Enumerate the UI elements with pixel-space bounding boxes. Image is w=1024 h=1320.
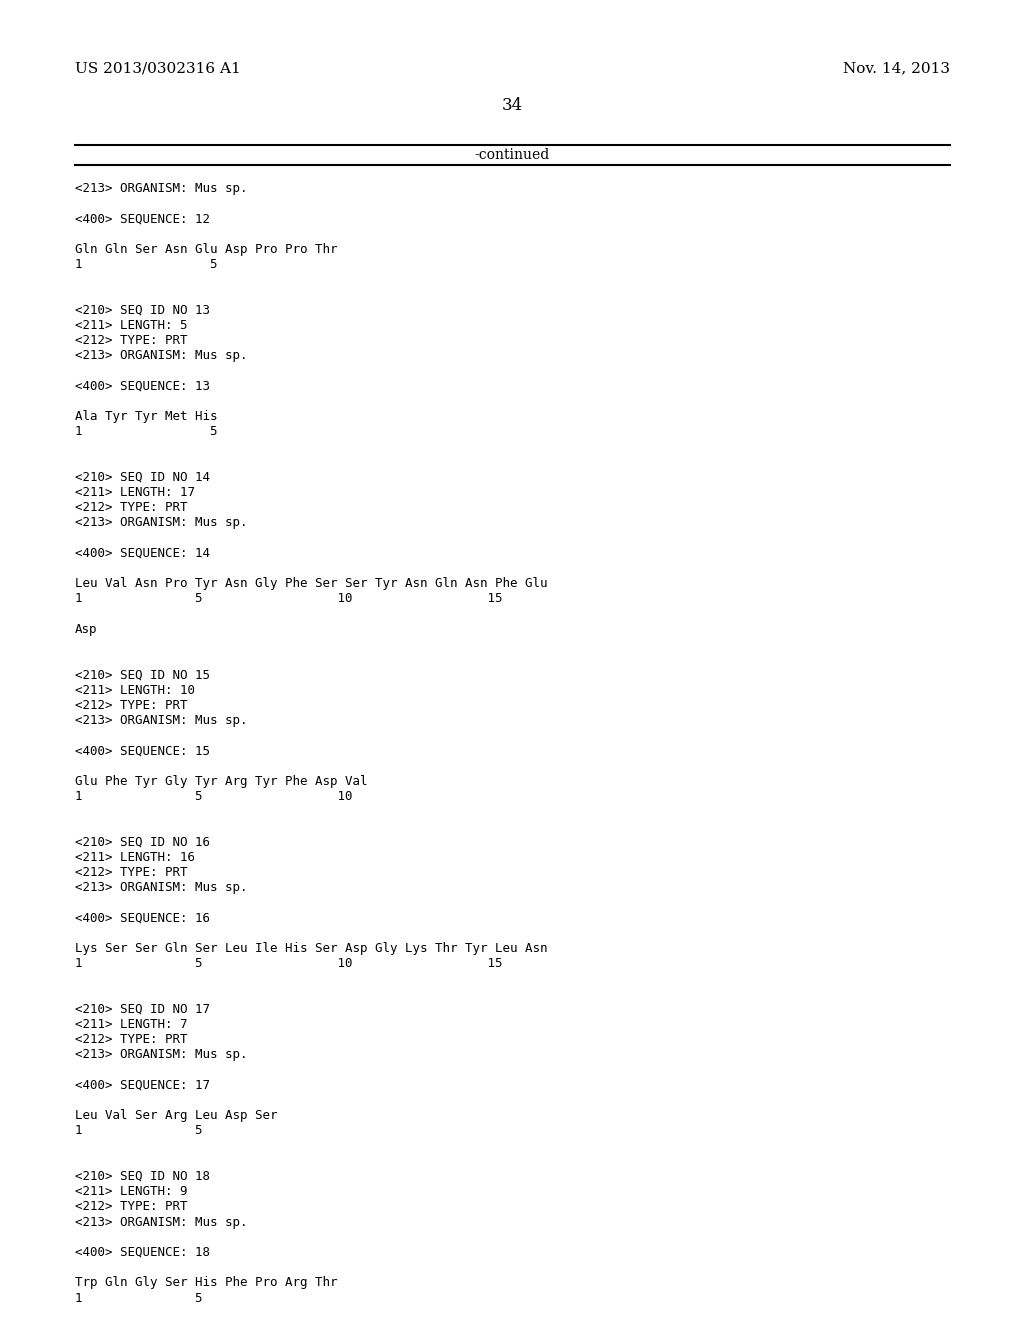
Text: <213> ORGANISM: Mus sp.: <213> ORGANISM: Mus sp. xyxy=(75,1216,248,1229)
Text: 1               5: 1 5 xyxy=(75,1291,203,1304)
Text: <212> TYPE: PRT: <212> TYPE: PRT xyxy=(75,334,187,347)
Text: 1               5: 1 5 xyxy=(75,1125,203,1138)
Text: <211> LENGTH: 10: <211> LENGTH: 10 xyxy=(75,684,195,697)
Text: -continued: -continued xyxy=(474,148,550,162)
Text: <211> LENGTH: 7: <211> LENGTH: 7 xyxy=(75,1018,187,1031)
Text: <210> SEQ ID NO 14: <210> SEQ ID NO 14 xyxy=(75,471,210,484)
Text: <211> LENGTH: 16: <211> LENGTH: 16 xyxy=(75,851,195,863)
Text: <210> SEQ ID NO 13: <210> SEQ ID NO 13 xyxy=(75,304,210,317)
Text: 1                 5: 1 5 xyxy=(75,425,217,438)
Text: <211> LENGTH: 9: <211> LENGTH: 9 xyxy=(75,1185,187,1199)
Text: <212> TYPE: PRT: <212> TYPE: PRT xyxy=(75,1200,187,1213)
Text: <213> ORGANISM: Mus sp.: <213> ORGANISM: Mus sp. xyxy=(75,1048,248,1061)
Text: 1               5                  10: 1 5 10 xyxy=(75,789,352,803)
Text: <400> SEQUENCE: 16: <400> SEQUENCE: 16 xyxy=(75,912,210,924)
Text: US 2013/0302316 A1: US 2013/0302316 A1 xyxy=(75,61,241,75)
Text: <212> TYPE: PRT: <212> TYPE: PRT xyxy=(75,1034,187,1047)
Text: <400> SEQUENCE: 12: <400> SEQUENCE: 12 xyxy=(75,213,210,226)
Text: 1               5                  10                  15: 1 5 10 15 xyxy=(75,593,503,606)
Text: Leu Val Ser Arg Leu Asp Ser: Leu Val Ser Arg Leu Asp Ser xyxy=(75,1109,278,1122)
Text: <213> ORGANISM: Mus sp.: <213> ORGANISM: Mus sp. xyxy=(75,882,248,894)
Text: <400> SEQUENCE: 17: <400> SEQUENCE: 17 xyxy=(75,1078,210,1092)
Text: Glu Phe Tyr Gly Tyr Arg Tyr Phe Asp Val: Glu Phe Tyr Gly Tyr Arg Tyr Phe Asp Val xyxy=(75,775,368,788)
Text: <212> TYPE: PRT: <212> TYPE: PRT xyxy=(75,866,187,879)
Text: <400> SEQUENCE: 13: <400> SEQUENCE: 13 xyxy=(75,380,210,392)
Text: <211> LENGTH: 17: <211> LENGTH: 17 xyxy=(75,486,195,499)
Text: <212> TYPE: PRT: <212> TYPE: PRT xyxy=(75,502,187,515)
Text: <210> SEQ ID NO 16: <210> SEQ ID NO 16 xyxy=(75,836,210,849)
Text: <212> TYPE: PRT: <212> TYPE: PRT xyxy=(75,698,187,711)
Text: Trp Gln Gly Ser His Phe Pro Arg Thr: Trp Gln Gly Ser His Phe Pro Arg Thr xyxy=(75,1276,338,1290)
Text: Leu Val Asn Pro Tyr Asn Gly Phe Ser Ser Tyr Asn Gln Asn Phe Glu: Leu Val Asn Pro Tyr Asn Gly Phe Ser Ser … xyxy=(75,577,548,590)
Text: <400> SEQUENCE: 18: <400> SEQUENCE: 18 xyxy=(75,1246,210,1259)
Text: <211> LENGTH: 5: <211> LENGTH: 5 xyxy=(75,319,187,331)
Text: Nov. 14, 2013: Nov. 14, 2013 xyxy=(843,61,950,75)
Text: <213> ORGANISM: Mus sp.: <213> ORGANISM: Mus sp. xyxy=(75,182,248,195)
Text: Gln Gln Ser Asn Glu Asp Pro Pro Thr: Gln Gln Ser Asn Glu Asp Pro Pro Thr xyxy=(75,243,338,256)
Text: <213> ORGANISM: Mus sp.: <213> ORGANISM: Mus sp. xyxy=(75,714,248,727)
Text: <400> SEQUENCE: 14: <400> SEQUENCE: 14 xyxy=(75,546,210,560)
Text: <213> ORGANISM: Mus sp.: <213> ORGANISM: Mus sp. xyxy=(75,516,248,529)
Text: <400> SEQUENCE: 15: <400> SEQUENCE: 15 xyxy=(75,744,210,758)
Text: <213> ORGANISM: Mus sp.: <213> ORGANISM: Mus sp. xyxy=(75,350,248,362)
Text: 1               5                  10                  15: 1 5 10 15 xyxy=(75,957,503,970)
Text: <210> SEQ ID NO 15: <210> SEQ ID NO 15 xyxy=(75,668,210,681)
Text: 1                 5: 1 5 xyxy=(75,257,217,271)
Text: Ala Tyr Tyr Met His: Ala Tyr Tyr Met His xyxy=(75,411,217,422)
Text: <210> SEQ ID NO 18: <210> SEQ ID NO 18 xyxy=(75,1170,210,1183)
Text: <210> SEQ ID NO 17: <210> SEQ ID NO 17 xyxy=(75,1003,210,1016)
Text: Asp: Asp xyxy=(75,623,97,636)
Text: 34: 34 xyxy=(502,96,522,114)
Text: Lys Ser Ser Gln Ser Leu Ile His Ser Asp Gly Lys Thr Tyr Leu Asn: Lys Ser Ser Gln Ser Leu Ile His Ser Asp … xyxy=(75,942,548,954)
